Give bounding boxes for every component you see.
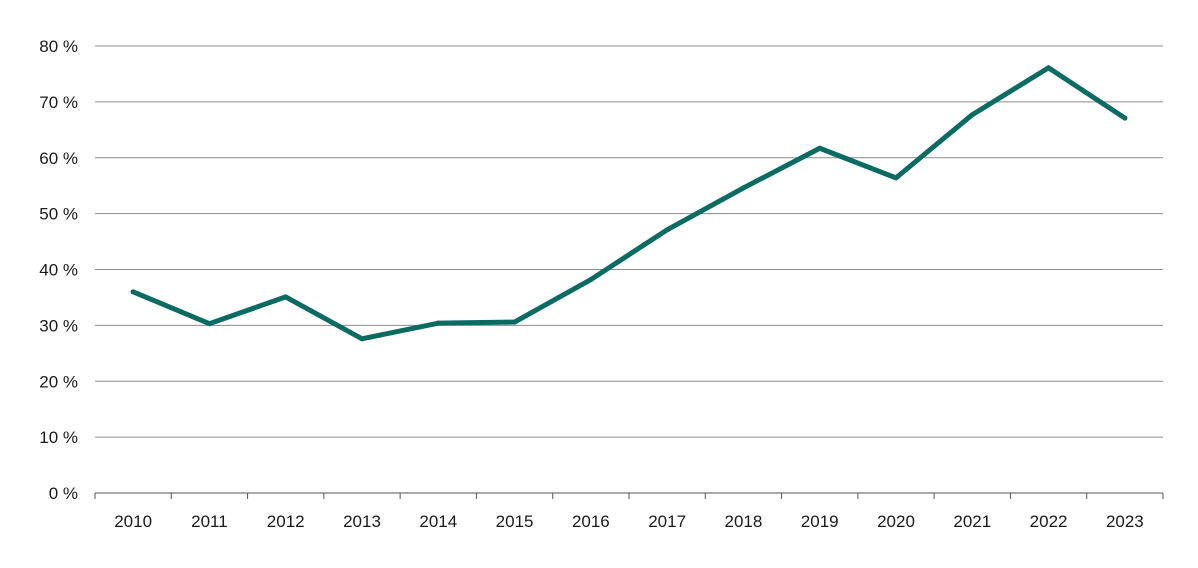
x-tick-label: 2017	[648, 512, 686, 531]
y-tick-label: 30 %	[39, 316, 78, 335]
x-tick-label: 2013	[343, 512, 381, 531]
data-point-2019	[817, 145, 823, 151]
data-point-2015	[512, 319, 518, 325]
data-point-2020	[893, 175, 899, 181]
data-point-2014	[435, 320, 441, 326]
data-point-2013	[359, 336, 365, 342]
x-tick-label: 2014	[419, 512, 457, 531]
x-tick-label: 2020	[877, 512, 915, 531]
data-point-2010	[130, 289, 136, 295]
y-tick-label: 40 %	[39, 261, 78, 280]
x-tick-label: 2015	[496, 512, 534, 531]
x-tick-label: 2023	[1106, 512, 1144, 531]
x-tick-label: 2019	[801, 512, 839, 531]
x-tick-label: 2022	[1030, 512, 1068, 531]
data-point-2022	[1046, 65, 1052, 71]
y-tick-label: 20 %	[39, 372, 78, 391]
y-tick-label: 0 %	[49, 484, 78, 503]
y-tick-label: 80 %	[39, 37, 78, 56]
data-point-2023	[1122, 115, 1128, 121]
data-point-2017	[664, 227, 670, 233]
x-tick-label: 2011	[191, 512, 228, 531]
data-point-2018	[740, 185, 746, 191]
data-point-2011	[206, 321, 212, 327]
series-group	[130, 65, 1128, 342]
x-tick-label: 2021	[953, 512, 991, 531]
gridlines	[95, 45, 1163, 494]
data-point-2021	[969, 112, 975, 118]
data-point-2012	[283, 294, 289, 300]
y-tick-label: 50 %	[39, 205, 78, 224]
x-axis: 2010 2011 2012 2013 2014 2015 2016 2017 2018 2019…	[94, 493, 1164, 531]
x-tick-label: 2018	[725, 512, 763, 531]
x-tick-label: 2010	[114, 512, 152, 531]
x-tick-label: 2016	[572, 512, 610, 531]
data-point-2016	[588, 277, 594, 283]
series-line	[130, 65, 1128, 342]
y-tick-label: 10 %	[39, 428, 78, 447]
y-tick-label: 70 %	[39, 93, 78, 112]
y-axis: 0 % 10 % 20 % 30 % 40 % 50 % 60 % 70 % 80 %	[39, 37, 78, 503]
x-tick-label: 2012	[267, 512, 305, 531]
y-tick-label: 60 %	[39, 149, 78, 168]
